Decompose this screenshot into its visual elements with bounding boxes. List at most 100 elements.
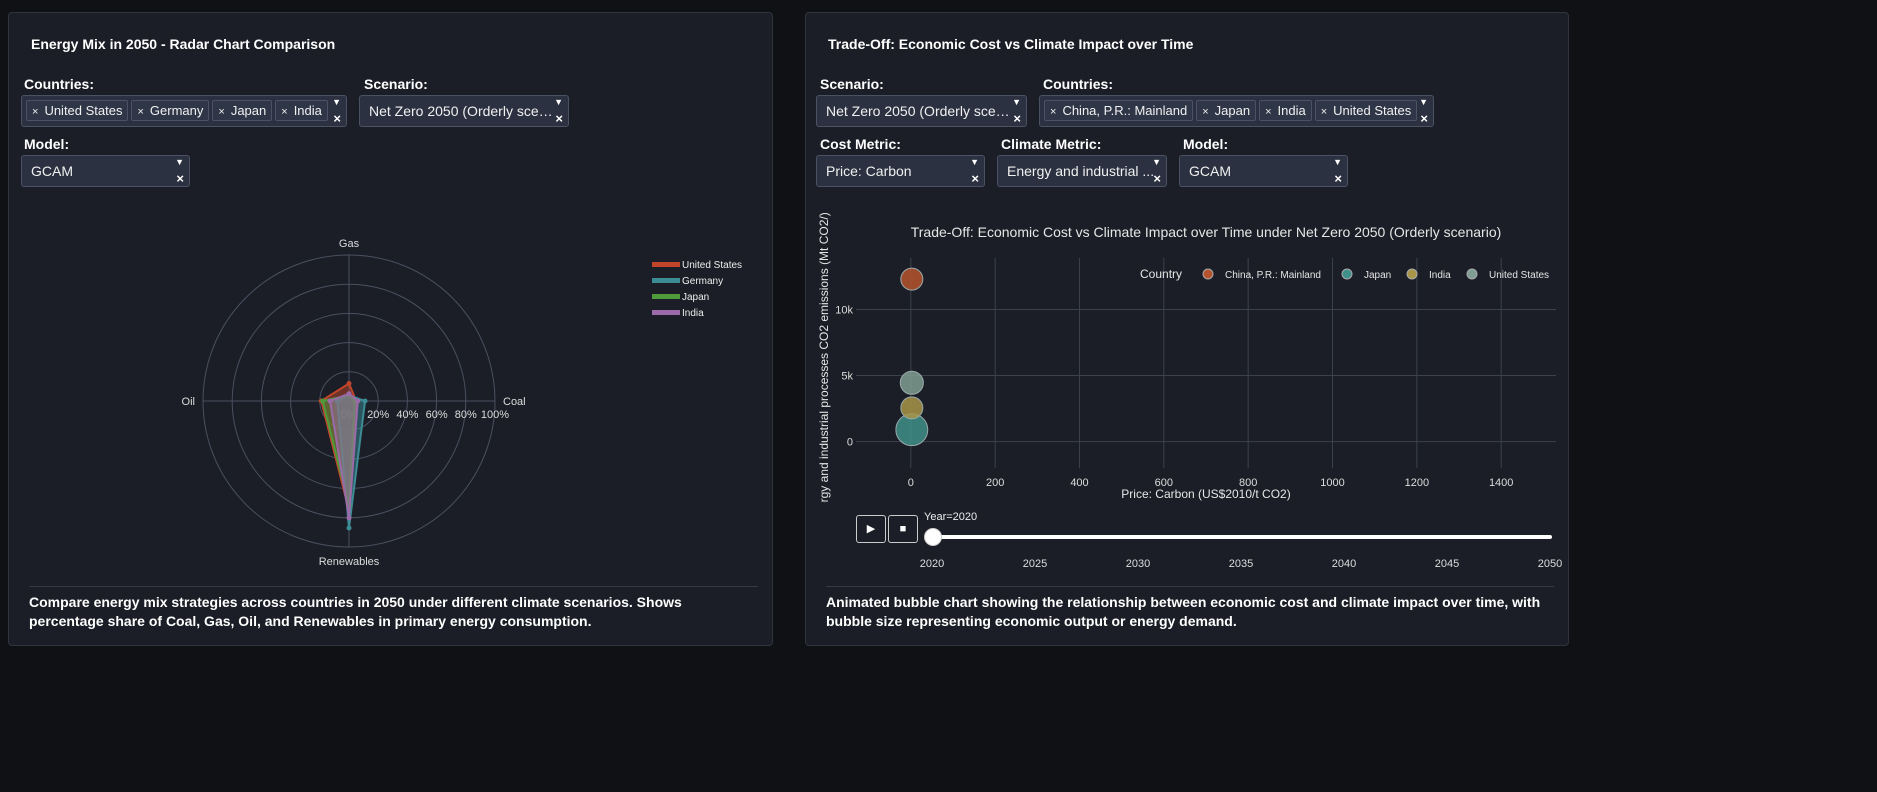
radar-tick-label: 60% [426,409,448,421]
legend-label: India [682,308,704,319]
chevron-down-icon[interactable]: ▼ [175,157,184,167]
climate-metric-dropdown[interactable]: Energy and industrial ... ▼ × [997,155,1167,187]
legend-marker [1406,268,1418,280]
legend-label: Japan [682,292,709,303]
x-tick-label: 1000 [1320,477,1344,489]
legend-label: United States [1489,270,1549,281]
y-tick-label: 5k [841,371,853,383]
remove-chip-icon[interactable]: × [1202,106,1209,118]
chevron-down-icon[interactable]: ▼ [1419,97,1428,107]
radar-point [346,515,352,521]
scenario-label: Scenario: [364,76,428,92]
chevron-down-icon[interactable]: ▼ [1152,157,1161,167]
clear-icon[interactable]: × [1420,111,1428,126]
radar-chart: GasCoalRenewablesOil0%20%40%60%80%100%Un… [182,238,743,568]
play-icon: ▶ [866,523,876,535]
cost-metric-label: Cost Metric: [820,136,901,152]
clear-icon[interactable]: × [555,111,563,126]
remove-chip-icon[interactable]: × [137,106,144,118]
legend-title: Country [1140,267,1182,281]
selected-country-chip[interactable]: × United States [26,100,129,121]
bubble-panel: Trade-Off: Economic Cost vs Climate Impa… [805,12,1569,646]
chevron-down-icon[interactable]: ▼ [1012,97,1021,107]
clear-icon[interactable]: × [1334,171,1342,186]
chip-label: United States [1333,103,1412,118]
remove-chip-icon[interactable]: × [1320,106,1328,118]
radar-point [327,398,333,404]
radar-tick-label: 80% [455,409,477,421]
slider-tick-label: 2020 [919,558,945,570]
chevron-down-icon[interactable]: ▼ [332,97,341,107]
y-tick-label: 10k [835,305,853,317]
model-dropdown[interactable]: GCAM ▼ × [21,155,190,187]
scenario-dropdown[interactable]: Net Zero 2050 (Orderly scenario) ▼ × [359,95,569,127]
chevron-down-icon[interactable]: ▼ [970,157,979,167]
remove-chip-icon[interactable]: × [1265,106,1272,118]
chip-label: United States [44,103,123,118]
year-slider-handle[interactable] [924,528,942,546]
slider-tick-label: 2030 [1125,558,1151,570]
radar-point [346,391,352,397]
legend-label: United States [682,260,742,271]
slider-tick-label: 2050 [1537,558,1563,570]
model-label: Model: [24,136,70,152]
clear-icon[interactable]: × [1153,171,1161,186]
countries-label: Countries: [24,76,94,92]
climate-metric-value: Energy and industrial ... [1007,163,1155,179]
radar-point [362,398,368,404]
chip-label: Germany [149,103,204,118]
x-tick-label: 400 [1070,477,1088,489]
selected-country-chip[interactable]: × Japan [1196,100,1257,121]
scenario-value: Net Zero 2050 (Orderly scenario) [826,103,1014,119]
bubble-chart: 0 200 400 600 800 1000 1200 1400 0 5k 10k Trade-Off… [817,212,1556,503]
legend-swatch [652,310,680,315]
scenario-value: Net Zero 2050 (Orderly scenario) [369,103,554,119]
legend-label: China, P.R.: Mainland [1225,270,1321,281]
slider-current-label: Year=2020 [924,511,978,523]
chevron-down-icon[interactable]: ▼ [1333,157,1342,167]
panel-title: Energy Mix in 2050 - Radar Chart Compari… [31,36,336,52]
selected-country-chip[interactable]: × Japan [212,100,273,121]
cost-metric-dropdown[interactable]: Price: Carbon ▼ × [816,155,985,187]
countries-dropdown[interactable]: × United States × Germany × Japan × India ▼ × [21,95,347,127]
selected-country-chip[interactable]: × China, P.R.: Mainland [1044,100,1194,121]
model-value: GCAM [31,163,73,179]
selected-country-chip[interactable]: × India [275,100,328,121]
remove-chip-icon[interactable]: × [281,106,288,118]
countries-dropdown[interactable]: × China, P.R.: Mainland × Japan × India × Unite… [1039,95,1434,127]
year-slider-track[interactable] [932,535,1552,539]
play-button[interactable]: ▶ [856,515,886,543]
model-dropdown[interactable]: GCAM ▼ × [1179,155,1348,187]
chip-label: Japan [1214,103,1251,118]
x-tick-label: 0 [908,477,914,489]
countries-label: Countries: [1043,76,1113,92]
scenario-dropdown[interactable]: Net Zero 2050 (Orderly scenario) ▼ × [816,95,1027,127]
x-tick-label: 600 [1155,477,1173,489]
clear-icon[interactable]: × [333,111,341,126]
slider-tick-label: 2040 [1331,558,1357,570]
chevron-down-icon[interactable]: ▼ [554,97,563,107]
clear-icon[interactable]: × [1013,111,1021,126]
model-label: Model: [1183,136,1229,152]
legend-label: Germany [682,276,723,287]
panel-description: Animated bubble chart showing the relati… [826,586,1554,631]
model-value: GCAM [1189,163,1231,179]
selected-country-chip[interactable]: × India [1259,100,1312,121]
clear-icon[interactable]: × [971,171,979,186]
clear-icon[interactable]: × [176,171,184,186]
stop-button[interactable]: ■ [888,515,918,543]
radar-axis-label: Oil [182,396,195,408]
x-tick-label: 200 [986,477,1004,489]
remove-chip-icon[interactable]: × [32,106,39,118]
scenario-label: Scenario: [820,76,884,92]
radar-tick-label: 40% [396,409,418,421]
y-axis-label: Energy and industrial processes CO2 emis… [817,212,831,503]
remove-chip-icon[interactable]: × [218,106,225,118]
selected-country-chip[interactable]: × United States [1314,100,1418,121]
selected-country-chip[interactable]: × Germany [131,100,210,121]
remove-chip-icon[interactable]: × [1050,106,1057,118]
legend-marker [1466,268,1478,280]
panel-title: Trade-Off: Economic Cost vs Climate Impa… [828,36,1194,52]
radar-point [346,380,352,386]
climate-metric-label: Climate Metric: [1001,136,1102,152]
